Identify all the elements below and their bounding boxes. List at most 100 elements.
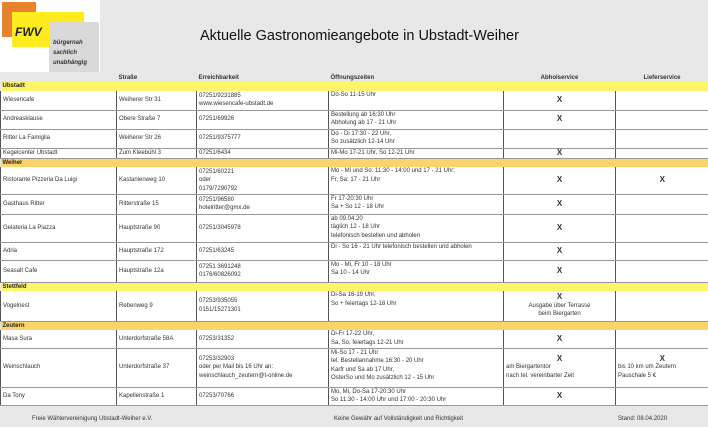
website-link[interactable]: www.wiesencafe-ubstadt.de — [199, 101, 274, 108]
email-link[interactable]: weinschlauch_zeutern@t-online.de — [199, 372, 293, 379]
column-header-hours: Öffnungszeiten — [328, 72, 504, 82]
table-row: Gelateria La Piazza Hauptstraße 90 07251/3… — [0, 214, 708, 243]
pickup-service: X — [503, 260, 616, 283]
text-line: Ausgabe über Terrasse — [528, 302, 591, 309]
contact: 07251 3691248 0176/60826092 — [196, 260, 329, 283]
text-line: Do-So 11-15 Uhr — [331, 92, 376, 98]
delivery-service — [615, 291, 708, 322]
text-line: bis 10 km um Zeutern — [618, 364, 677, 371]
text-line: OsterSo und Mo zusätzlich 12 - 15 Uhr — [331, 375, 435, 381]
phone-number: 0151/15271301 — [199, 306, 241, 313]
delivery-service — [615, 194, 708, 215]
text-line: Karfr und Sa ab 17 Uhr, — [331, 366, 395, 373]
restaurant-name: Adria — [0, 242, 117, 261]
table-row: Kegelcenter Ubstadt Zum Kleebühl 3 07251/6… — [0, 148, 708, 159]
street: Weiherer Str 31 — [116, 91, 197, 111]
street: Unterdorfstraße 58A — [116, 330, 197, 349]
page-title: Aktuelle Gastronomieangebote in Ubstadt-… — [200, 28, 519, 44]
contact: 07251/9375777 — [196, 129, 329, 149]
pickup-service: X — [503, 242, 616, 261]
table-row: Da Tony Kapellenstraße 1 07253/70766 Mo, Mi… — [0, 387, 708, 406]
pickup-service: X — [503, 167, 616, 195]
opening-hours: Mo, Mi, Do-Sa 17-20:30 Uhr So 11:30 - 14:… — [328, 387, 504, 406]
text-line: Di - So 16 - 21 Uhr telefonisch bestelle… — [331, 243, 472, 250]
check-mark: X — [659, 175, 665, 184]
check-mark: X — [556, 175, 563, 184]
text-line: täglich 12 - 18 Uhr — [331, 224, 381, 230]
check-mark: X — [556, 265, 563, 275]
pickup-service — [503, 129, 616, 149]
phone-number: 07251/63245 — [199, 247, 235, 254]
text-line: Abholung ab 17 - 21 Uhr — [331, 120, 397, 126]
logo-slogan: unabhängig — [53, 60, 87, 66]
pickup-service: X — [503, 330, 616, 349]
contact: 07251/96580 hotelritter@gmx.de — [196, 194, 329, 215]
check-mark: X — [556, 222, 563, 232]
opening-hours: Fr 17-20:30 Uhr Sa + So 12 - 18 Uhr — [328, 194, 504, 215]
delivery-service — [615, 129, 708, 149]
check-mark: X — [556, 353, 563, 363]
gastronomy-table: Straße Erreichbarkeit Öffnungszeiten Abh… — [0, 72, 708, 406]
section-name: Ubstadt — [0, 82, 708, 91]
email-link[interactable]: hotelritter@gmx.de — [199, 205, 250, 211]
column-header — [0, 72, 117, 82]
street: Kastanienweg 10 — [116, 167, 197, 195]
opening-hours: ab 09.04.20 täglich 12 - 18 Uhr telefonisc… — [328, 214, 504, 243]
check-mark: X — [556, 333, 563, 343]
check-mark: X — [556, 390, 563, 400]
text-line: Bestellung ab 16:30 Uhr — [331, 111, 396, 118]
text-line: ab 09.04.20 — [331, 215, 363, 222]
text-line: am Biergartentor — [506, 364, 551, 371]
contact: 07251/60221 oder 0179/7290792 — [196, 167, 329, 195]
text-line: Mo, Mi, Do-Sa 17-20:30 Uhr — [331, 388, 407, 395]
pickup-service: X — [503, 91, 616, 111]
text-line: telefonisch bestellen und abholen — [331, 232, 421, 239]
contact: 07251/9231885 www.wiesencafe-ubstadt.de — [196, 91, 329, 111]
column-header-contact: Erreichbarkeit — [196, 72, 329, 82]
contact: 07253/935055 0151/15271301 — [196, 291, 329, 322]
phone-number: 07251/96580 — [199, 196, 235, 203]
table-row: Weinschlauch Unterdorfstraße 37 07253/3290… — [0, 348, 708, 388]
section-name: Stettfeld — [0, 282, 708, 291]
phone-number: 07251 3691248 — [199, 263, 241, 270]
text-line: Mo - Mi und So: 11:30 - 14:00 und 17 - 2… — [331, 168, 455, 174]
text-line: So zusätzlich 12-14 Uhr — [331, 139, 395, 145]
restaurant-name: Vogelnest — [0, 291, 117, 322]
opening-hours: Bestellung ab 16:30 Uhr Abholung ab 17 - … — [328, 110, 504, 130]
column-header-pickup: Abholservice — [503, 72, 616, 82]
restaurant-name: Da Tony — [0, 387, 117, 406]
text-line: Fr, Sa: 17 - 21 Uhr — [331, 176, 381, 183]
check-mark: X — [556, 292, 563, 301]
restaurant-name: Ritter La Famiglia — [0, 129, 117, 149]
phone-number: 07251/60221 — [199, 168, 235, 175]
footer-organization: Freie Wählervereinigung Ubstadt-Weiher e… — [32, 416, 153, 422]
delivery-service — [615, 242, 708, 261]
text-line: Pauschale 5 € — [618, 372, 657, 379]
column-header-street: Straße — [116, 72, 197, 82]
opening-hours: Di-Sa 16-19 Uhr, So + feiertags 12-18 Uhr — [328, 291, 504, 322]
phone-number: oder per Mail bis 16 Uhr an: — [199, 364, 274, 371]
fwv-logo: FWV bürgernah sachlich unabhängig — [0, 0, 100, 72]
delivery-service — [615, 148, 708, 159]
text-line: Sa, So, feiertags 12-21 Uhr — [331, 339, 404, 346]
street: Unterdorfstraße 37 — [116, 348, 197, 388]
opening-hours: Mo - Mi, Fr 10 - 18 Uhr Sa 10 - 14 Uhr — [328, 260, 504, 283]
street: Hauptstraße 90 — [116, 214, 197, 243]
restaurant-name: Wiesencafe — [0, 91, 117, 111]
text-line: tel. Bestellannahme 16:30 - 20 Uhr — [331, 358, 424, 364]
pickup-service: X — [503, 148, 616, 159]
phone-number: 07251/6434 — [199, 149, 231, 156]
table-row: Vogelnest Rebenweg 9 07253/935055 0151/1527… — [0, 291, 708, 322]
delivery-service — [615, 110, 708, 130]
delivery-service — [615, 91, 708, 111]
section-name: Weiher — [0, 158, 708, 167]
text-line: Di-Fr 17-22 Uhr, — [331, 331, 375, 337]
street: Weiherer Str 26 — [116, 129, 197, 149]
text-line: Di-Sa 16-19 Uhr, — [331, 292, 376, 298]
check-mark: X — [556, 114, 563, 124]
delivery-service — [615, 387, 708, 406]
restaurant-name: Andreasklause — [0, 110, 117, 130]
opening-hours: Di-Fr 17-22 Uhr, Sa, So, feiertags 12-21 … — [328, 330, 504, 349]
street: Rebenweg 9 — [116, 291, 197, 322]
restaurant-name: Kegelcenter Ubstadt — [0, 148, 117, 159]
